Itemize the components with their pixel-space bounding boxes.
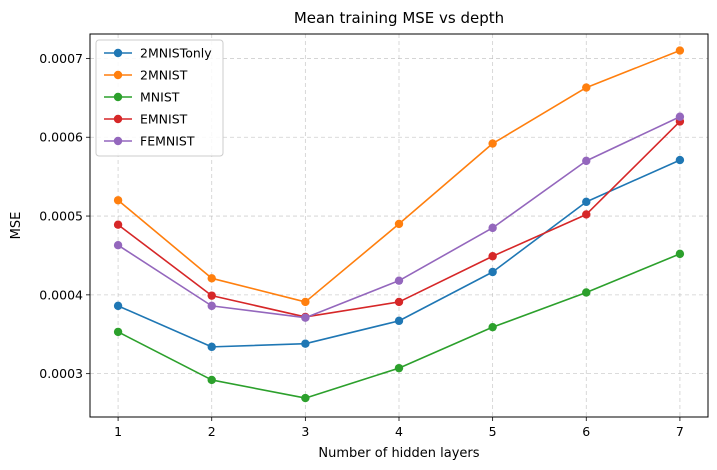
data-point bbox=[675, 112, 685, 121]
x-tick-label: 5 bbox=[489, 424, 497, 439]
data-point bbox=[394, 297, 404, 307]
x-tick-label: 7 bbox=[676, 424, 684, 439]
x-tick-label: 1 bbox=[114, 424, 122, 439]
legend: 2MNISTonly 2MNIST MNIST EMNIST FEMNIST bbox=[95, 39, 224, 157]
data-point bbox=[207, 274, 216, 283]
data-point bbox=[675, 249, 685, 259]
series-MNIST bbox=[113, 249, 685, 403]
x-tick-label: 2 bbox=[208, 424, 216, 439]
data-point bbox=[394, 363, 404, 373]
data-point bbox=[394, 316, 404, 326]
data-point bbox=[301, 339, 310, 348]
legend-marker bbox=[113, 92, 123, 102]
y-tick-label: 0.0005 bbox=[39, 209, 83, 224]
axes: 1 2 3 4 5 6 7 0.0003 0.0004 0.0005 0.0006 0.0007 bbox=[39, 51, 684, 439]
series-FEMNIST bbox=[113, 112, 685, 322]
legend-item: 2MNIST bbox=[104, 68, 188, 83]
y-tick-label: 0.0007 bbox=[39, 51, 83, 66]
legend-marker bbox=[113, 136, 123, 146]
x-tick-label: 3 bbox=[301, 424, 309, 439]
data-point bbox=[675, 155, 685, 165]
data-point bbox=[582, 197, 591, 207]
data-point bbox=[301, 393, 310, 403]
y-tick-label: 0.0006 bbox=[39, 130, 83, 145]
data-point bbox=[394, 276, 404, 285]
legend-label: 2MNIST bbox=[140, 68, 188, 83]
data-point bbox=[394, 219, 404, 229]
data-point bbox=[582, 210, 591, 219]
data-point bbox=[113, 301, 123, 311]
data-point bbox=[113, 196, 123, 205]
data-point bbox=[675, 46, 685, 55]
legend-item: MNIST bbox=[104, 90, 180, 105]
series-2MNIST bbox=[113, 46, 685, 307]
data-point bbox=[582, 83, 591, 92]
legend-box bbox=[95, 39, 224, 157]
data-point bbox=[207, 375, 216, 385]
legend-marker bbox=[113, 48, 123, 58]
chart-title: Mean training MSE vs depth bbox=[294, 9, 504, 27]
data-point bbox=[301, 297, 310, 307]
x-tick-label: 4 bbox=[395, 424, 403, 439]
legend-label: 2MNISTonly bbox=[140, 46, 212, 61]
data-point bbox=[488, 322, 497, 332]
series-layer bbox=[113, 46, 685, 403]
data-point bbox=[488, 139, 497, 148]
data-point bbox=[113, 220, 123, 229]
data-point bbox=[301, 313, 310, 322]
data-point bbox=[207, 301, 216, 311]
data-point bbox=[207, 342, 216, 352]
legend-label: FEMNIST bbox=[140, 134, 195, 149]
data-point bbox=[488, 223, 497, 233]
data-point bbox=[207, 291, 216, 300]
data-point bbox=[113, 327, 123, 337]
y-axis-title: MSE bbox=[9, 212, 24, 240]
x-tick-label: 6 bbox=[582, 424, 590, 439]
series-2MNISTonly bbox=[113, 155, 685, 352]
legend-label: MNIST bbox=[140, 90, 180, 105]
x-axis-title: Number of hidden layers bbox=[318, 446, 479, 461]
y-tick-label: 0.0003 bbox=[39, 366, 83, 381]
data-point bbox=[582, 288, 591, 297]
legend-item: 2MNISTonly bbox=[104, 46, 212, 61]
legend-marker bbox=[113, 114, 123, 124]
legend-item: FEMNIST bbox=[104, 134, 195, 149]
data-point bbox=[488, 252, 497, 261]
data-point bbox=[488, 267, 497, 277]
data-point bbox=[582, 156, 591, 166]
legend-item: EMNIST bbox=[104, 112, 188, 127]
data-point bbox=[113, 241, 123, 250]
legend-label: EMNIST bbox=[140, 112, 188, 127]
legend-marker bbox=[113, 70, 123, 80]
y-tick-label: 0.0004 bbox=[39, 287, 83, 302]
